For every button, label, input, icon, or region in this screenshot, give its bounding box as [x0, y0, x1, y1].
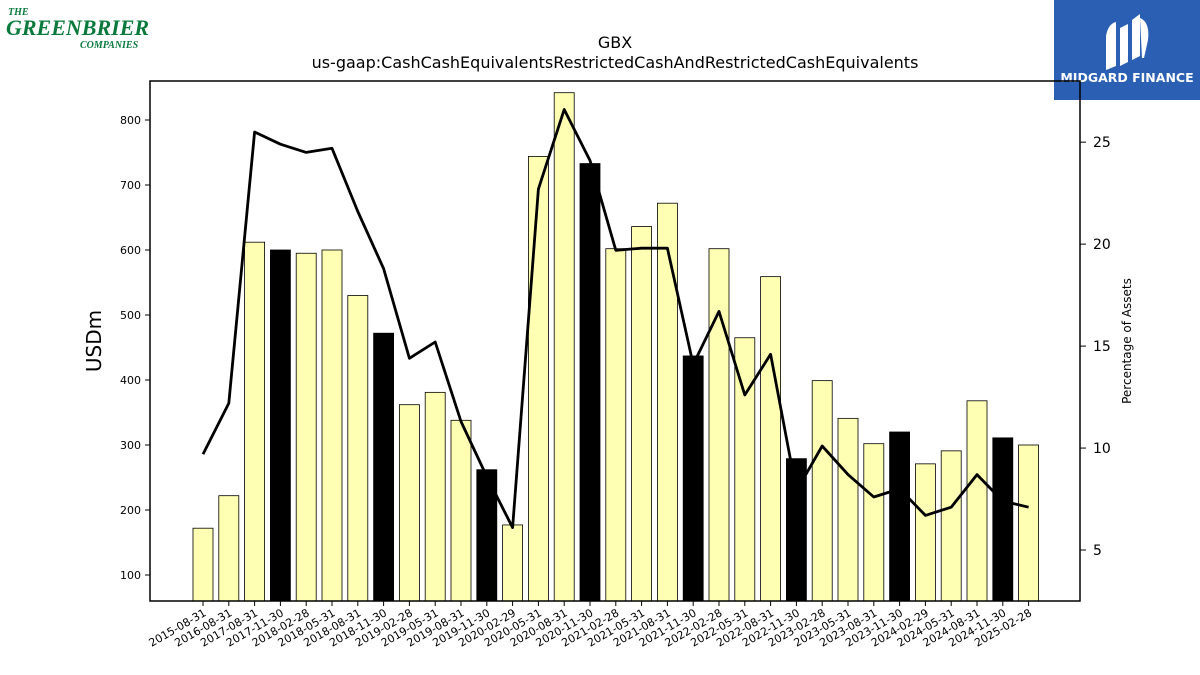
- bar: [553, 92, 575, 602]
- y-tick-label: 600: [120, 244, 141, 257]
- bar: [192, 527, 214, 602]
- y-tick-label: 800: [120, 114, 141, 127]
- brand-mark-icon: [1106, 14, 1149, 70]
- bar: [321, 249, 343, 602]
- y2-axis-label: Percentage of Assets: [1120, 278, 1134, 404]
- bar: [631, 226, 652, 602]
- plot-frame: [149, 80, 1081, 602]
- bar-series: [192, 92, 1039, 602]
- y2-tick-label: 15: [1093, 339, 1111, 355]
- bar: [605, 248, 627, 602]
- bar: [398, 404, 420, 602]
- company-logo-line3: COMPANIES: [80, 40, 139, 51]
- company-logo-line1: THE: [8, 7, 29, 18]
- y-tick-label: 100: [120, 569, 141, 582]
- company-logo: THE GREENBRIER COMPANIES: [4, 4, 154, 52]
- bar: [889, 431, 910, 602]
- bar: [992, 437, 1014, 602]
- y-tick-label: 500: [120, 309, 141, 322]
- brand-logo: MIDGARD FINANCE: [1054, 0, 1200, 100]
- bar: [811, 380, 833, 602]
- y-tick-label: 700: [120, 179, 141, 192]
- bar: [269, 249, 291, 602]
- y-axis-label: USDm: [82, 310, 106, 372]
- y2-tick-label: 10: [1093, 441, 1111, 457]
- bar: [837, 417, 859, 602]
- chart-title: GBX: [598, 33, 632, 52]
- bar: [218, 495, 240, 602]
- bar: [734, 337, 756, 602]
- bar: [1018, 444, 1039, 602]
- y-axis-left: 100 200 300 400 500 600 700 800: [120, 114, 150, 582]
- bar: [940, 450, 962, 602]
- bar: [966, 400, 988, 602]
- bar: [915, 463, 936, 602]
- bar: [708, 248, 730, 602]
- y-tick-label: 400: [120, 374, 141, 387]
- bar: [347, 295, 369, 602]
- brand-logo-text: MIDGARD FINANCE: [1060, 70, 1193, 85]
- bar: [657, 202, 678, 602]
- x-axis: 2015-08-312016-08-312017-08-312017-11-30…: [147, 601, 1034, 650]
- y2-tick-label: 5: [1093, 543, 1102, 559]
- company-logo-line2: GREENBRIER: [6, 15, 149, 40]
- bar: [863, 443, 885, 602]
- bar: [579, 163, 601, 602]
- bar: [424, 391, 446, 602]
- bar: [682, 355, 704, 602]
- bar: [295, 252, 317, 602]
- bar: [244, 241, 266, 602]
- bar: [528, 155, 549, 602]
- bar: [760, 276, 781, 602]
- y2-tick-label: 25: [1093, 135, 1111, 151]
- bar: [502, 524, 524, 602]
- y2-tick-label: 20: [1093, 237, 1111, 253]
- y-axis-right: 5 10 15 20 25: [1080, 135, 1111, 559]
- y-tick-label: 300: [120, 439, 141, 452]
- y-tick-label: 200: [120, 504, 141, 517]
- line-series: [201, 108, 1029, 529]
- chart-subtitle: us-gaap:CashCashEquivalentsRestrictedCas…: [312, 53, 919, 72]
- percentage-line: [201, 108, 1029, 529]
- bar: [373, 332, 395, 602]
- bar: [450, 419, 472, 602]
